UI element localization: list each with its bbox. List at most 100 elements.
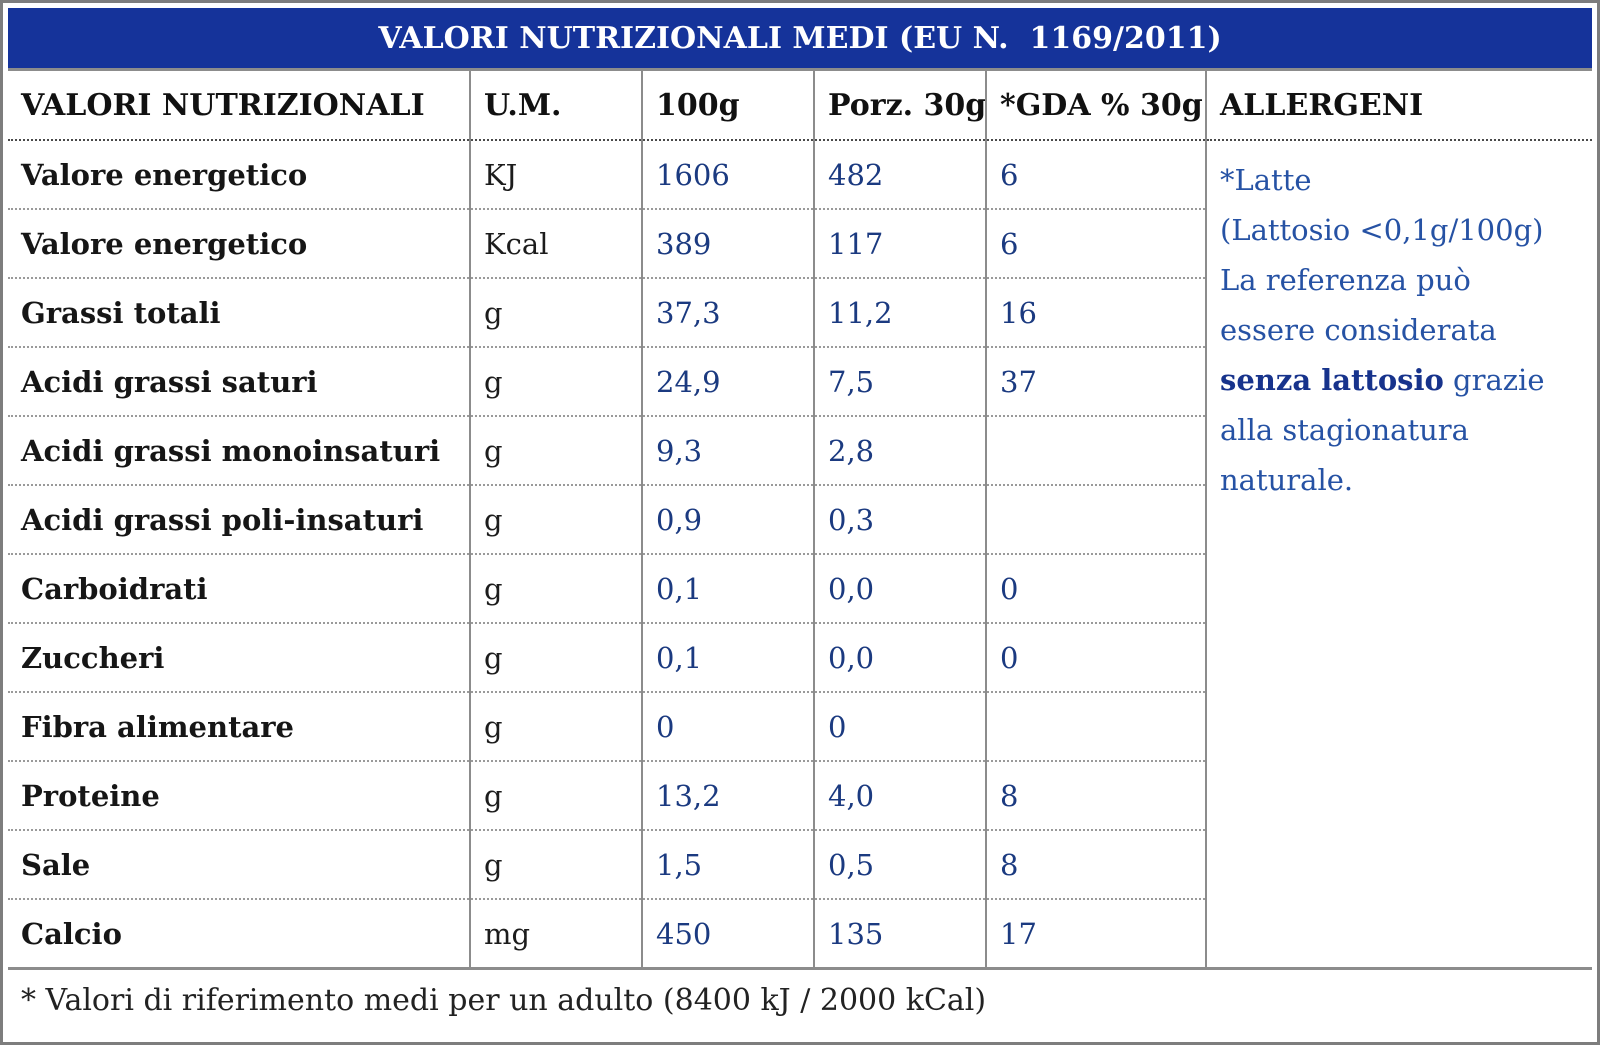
value-gda-percent xyxy=(985,692,1206,762)
allergen-text-line: (Lattosio <0,1g/100g) xyxy=(1220,205,1586,255)
value-per-portion: 11,2 xyxy=(813,278,986,348)
footnote-row: * Valori di riferimento medi per un adul… xyxy=(8,967,1592,1030)
value-gda-percent: 0 xyxy=(985,623,1206,693)
value-per-100g: 24,9 xyxy=(641,347,814,417)
col-header-allergens: ALLERGENI xyxy=(1205,71,1592,141)
value-per-portion: 0,0 xyxy=(813,623,986,693)
value-per-portion: 0,5 xyxy=(813,830,986,900)
allergen-text-line: essere considerata xyxy=(1220,305,1586,355)
table-row: Valore energetico Kcal 389 117 6 xyxy=(8,209,1592,279)
column-header-row: VALORI NUTRIZIONALI U.M. 100g Porz. 30g … xyxy=(8,71,1592,141)
nutrient-unit: KJ xyxy=(469,140,642,210)
allergen-text-line: La referenza può xyxy=(1220,255,1586,305)
value-per-portion: 0,0 xyxy=(813,554,986,624)
value-gda-percent: 37 xyxy=(985,347,1206,417)
value-per-100g: 0,1 xyxy=(641,623,814,693)
nutrient-label: Valore energetico xyxy=(8,209,470,279)
nutrient-label: Sale xyxy=(8,830,470,900)
nutrient-unit: Kcal xyxy=(469,209,642,279)
table-row: Fibra alimentare g 0 0 xyxy=(8,692,1592,762)
page-title: VALORI NUTRIZIONALI MEDI (EU N. 1169/201… xyxy=(378,20,1222,56)
nutrient-unit: g xyxy=(469,830,642,900)
value-gda-percent: 6 xyxy=(985,209,1206,279)
value-per-100g: 9,3 xyxy=(641,416,814,486)
allergen-text: grazie xyxy=(1443,363,1545,397)
nutrient-label: Calcio xyxy=(21,916,122,951)
table-row: Valore energetico KJ 1606 482 6 *Latte (L… xyxy=(8,140,1592,969)
value-gda-percent: 0 xyxy=(985,554,1206,624)
value-per-100g: 450 xyxy=(641,899,814,969)
nutrient-label: Zuccheri xyxy=(8,623,470,693)
nutrient-unit: g xyxy=(469,416,642,486)
table-row: Acidi grassi monoinsaturi g 9,3 2,8 xyxy=(8,416,1592,486)
value-per-100g: 0,1 xyxy=(641,554,814,624)
value-per-100g: 37,3 xyxy=(641,278,814,348)
table-row: Carboidrati g 0,1 0,0 0 xyxy=(8,554,1592,624)
nutrient-unit: g xyxy=(469,485,642,555)
value-gda-percent: 8 xyxy=(985,830,1206,900)
nutrient-unit: mg xyxy=(469,899,642,969)
value-per-portion: 135 xyxy=(813,899,986,969)
allergen-text: (Lattosio <0,1g/100g) xyxy=(1220,213,1544,247)
allergen-text: La referenza può xyxy=(1220,263,1471,297)
nutrient-unit: g xyxy=(469,692,642,762)
nutrient-label: Valore energetico xyxy=(8,140,470,210)
table-row: Proteine g 13,2 4,0 8 xyxy=(8,761,1592,831)
footnote: * Valori di riferimento medi per un adul… xyxy=(8,967,1592,1030)
col-header-portion: Porz. 30g xyxy=(813,71,986,141)
nutrient-label: Carboidrati xyxy=(8,554,470,624)
allergen-text-line: senza lattosio grazie xyxy=(1220,355,1586,405)
value-gda-percent xyxy=(985,485,1206,555)
nutrient-label: Proteine xyxy=(8,761,470,831)
allergen-text-line: naturale. xyxy=(1220,455,1586,505)
nutrient-unit: g xyxy=(469,554,642,624)
allergen-text: essere considerata xyxy=(1220,313,1497,347)
table-row: Calcio mg 450 135 17 xyxy=(8,899,1592,969)
value-per-100g: 1,5 xyxy=(641,830,814,900)
value-per-100g: 1606 xyxy=(641,140,814,210)
table-row: Zuccheri g 0,1 0,0 0 xyxy=(8,623,1592,693)
allergen-highlight: senza lattosio xyxy=(1220,363,1444,397)
table-row: Grassi totali g 37,3 11,2 16 xyxy=(8,278,1592,348)
value-per-portion: 7,5 xyxy=(813,347,986,417)
nutrition-table: VALORI NUTRIZIONALI U.M. 100g Porz. 30g … xyxy=(8,71,1592,1030)
allergen-text-line: *Latte xyxy=(1220,155,1586,205)
allergen-text: alla stagionatura xyxy=(1220,413,1469,447)
table-row: Sale g 1,5 0,5 8 xyxy=(8,830,1592,900)
nutrient-unit: g xyxy=(469,347,642,417)
allergen-info-cell: *Latte (Lattosio <0,1g/100g) La referenza … xyxy=(1205,140,1592,969)
nutrient-label: Grassi totali xyxy=(8,278,470,348)
allergen-text: naturale. xyxy=(1220,463,1354,497)
col-header-gda: *GDA % 30g xyxy=(985,71,1206,141)
value-per-100g: 13,2 xyxy=(641,761,814,831)
value-gda-percent: 8 xyxy=(985,761,1206,831)
value-gda-percent: 17 xyxy=(985,899,1206,969)
col-header-unit: U.M. xyxy=(469,71,642,141)
nutrient-unit: g xyxy=(469,278,642,348)
col-header-100g: 100g xyxy=(641,71,814,141)
table-row: Acidi grassi saturi g 24,9 7,5 37 xyxy=(8,347,1592,417)
allergen-text: *Latte xyxy=(1220,163,1312,197)
nutrient-label: Acidi grassi monoinsaturi xyxy=(8,416,470,486)
value-gda-percent xyxy=(985,416,1206,486)
col-header-nutrients: VALORI NUTRIZIONALI xyxy=(8,71,470,141)
value-per-portion: 2,8 xyxy=(813,416,986,486)
value-gda-percent: 16 xyxy=(985,278,1206,348)
table-row: Acidi grassi poli-insaturi g 0,9 0,3 xyxy=(8,485,1592,555)
nutrient-unit: g xyxy=(469,761,642,831)
title-bar: VALORI NUTRIZIONALI MEDI (EU N. 1169/201… xyxy=(8,8,1592,71)
value-per-portion: 0,3 xyxy=(813,485,986,555)
allergen-text-line: alla stagionatura xyxy=(1220,405,1586,455)
value-per-100g: 0,9 xyxy=(641,485,814,555)
value-per-portion: 4,0 xyxy=(813,761,986,831)
nutrient-unit: g xyxy=(469,623,642,693)
value-per-100g: 0 xyxy=(641,692,814,762)
nutrient-label: Acidi grassi saturi xyxy=(8,347,470,417)
value-per-100g: 389 xyxy=(641,209,814,279)
nutrient-label: Acidi grassi poli-insaturi xyxy=(8,485,470,555)
value-per-portion: 0 xyxy=(813,692,986,762)
nutrition-table-body: Valore energetico KJ 1606 482 6 *Latte (L… xyxy=(8,140,1592,969)
value-per-portion: 482 xyxy=(813,140,986,210)
value-per-portion: 117 xyxy=(813,209,986,279)
